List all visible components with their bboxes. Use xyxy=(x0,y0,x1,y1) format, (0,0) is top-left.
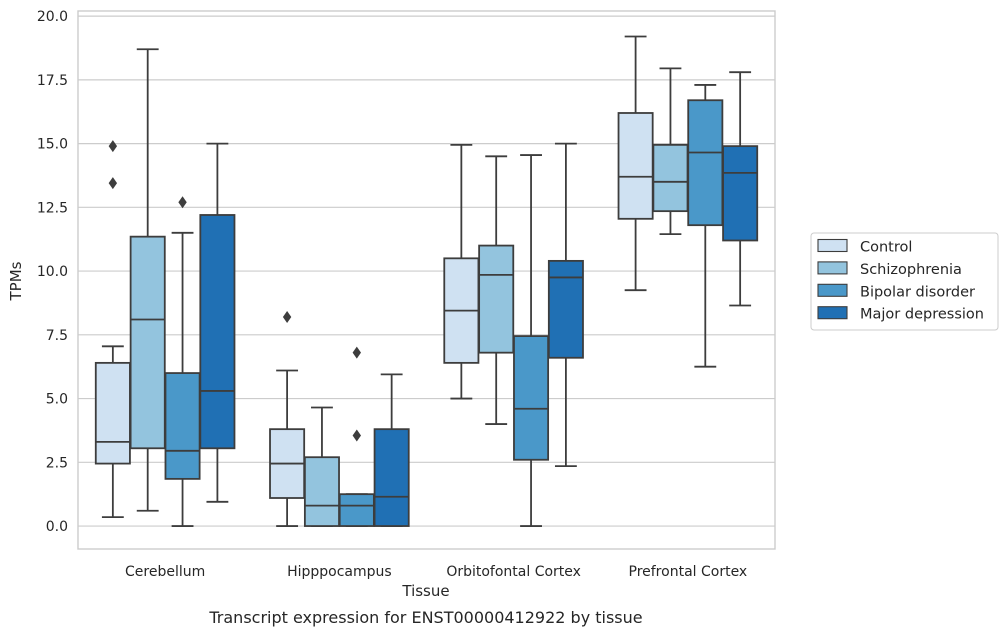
x-tick-labels: Cerebellum Hipppocampus Orbitofontal Corte… xyxy=(125,564,747,580)
y-tick-labels: 0.0 2.5 5.0 7.5 10.0 12.5 15.0 17.5 20.0 xyxy=(37,9,68,535)
box-iqr xyxy=(478,244,515,354)
box-control xyxy=(94,140,131,519)
y-tick-label: 0.0 xyxy=(46,519,68,535)
box-iqr xyxy=(199,214,236,450)
box-iqr xyxy=(513,335,550,461)
box-bipolar-disorder xyxy=(513,154,550,527)
box-control xyxy=(443,143,480,400)
box-iqr xyxy=(652,143,689,213)
outlier-point xyxy=(178,196,187,209)
legend-label: Bipolar disorder xyxy=(860,284,975,300)
legend-swatch xyxy=(817,261,848,275)
legend-label: Control xyxy=(860,240,912,256)
box-iqr xyxy=(129,235,166,450)
outlier-point xyxy=(108,177,118,190)
box-schizophrenia xyxy=(652,67,689,236)
box-iqr xyxy=(722,145,759,242)
box-iqr xyxy=(164,372,201,480)
legend-label: Schizophrenia xyxy=(860,262,962,278)
x-tick-label: Cerebellum xyxy=(125,564,205,580)
box-iqr xyxy=(373,428,410,527)
box-control xyxy=(269,310,306,527)
y-tick-label: 17.5 xyxy=(37,73,68,89)
y-tick-label: 5.0 xyxy=(46,392,68,408)
box-bipolar-disorder xyxy=(687,84,724,368)
y-tick-label: 7.5 xyxy=(46,328,68,344)
box-control xyxy=(617,35,654,292)
box-iqr xyxy=(617,112,654,220)
x-tick-label: Prefrontal Cortex xyxy=(629,564,748,580)
legend-swatch xyxy=(817,238,848,253)
plot-frame xyxy=(77,10,776,550)
y-tick-label: 15.0 xyxy=(37,137,68,153)
boxes-layer xyxy=(94,35,759,527)
legend-swatch xyxy=(817,306,848,320)
box-major-depression xyxy=(373,373,410,527)
box-iqr xyxy=(687,99,724,227)
y-axis-title: TPMs xyxy=(7,261,25,301)
box-major-depression xyxy=(199,142,236,503)
box-iqr xyxy=(547,259,584,359)
legend: Control Schizophrenia Bipolar disorder Majo… xyxy=(810,232,999,331)
box-major-depression xyxy=(547,142,584,468)
outlier-point xyxy=(282,310,292,323)
legend-label: Major depression xyxy=(860,307,984,323)
y-tick-label: 2.5 xyxy=(46,455,68,471)
x-tick-label: Hipppocampus xyxy=(287,564,392,580)
outlier-point xyxy=(352,429,361,442)
box-schizophrenia xyxy=(478,155,515,425)
box-schizophrenia xyxy=(303,406,340,527)
x-axis-title: Tissue xyxy=(401,582,449,600)
box-bipolar-disorder xyxy=(164,196,201,527)
box-iqr xyxy=(338,493,375,527)
figure-caption: Transcript expression for ENST0000041292… xyxy=(208,608,642,627)
box-major-depression xyxy=(722,71,759,307)
y-tick-label: 12.5 xyxy=(37,200,68,216)
outlier-point xyxy=(108,140,118,153)
box-schizophrenia xyxy=(129,48,166,512)
legend-frame xyxy=(810,232,999,331)
legend-swatch xyxy=(817,283,848,297)
outlier-point xyxy=(352,346,361,359)
y-tick-label: 20.0 xyxy=(37,9,68,25)
y-tick-label: 10.0 xyxy=(37,264,68,280)
x-tick-label: Orbitofontal Cortex xyxy=(446,564,581,580)
box-iqr xyxy=(303,456,340,527)
box-iqr xyxy=(94,361,131,465)
